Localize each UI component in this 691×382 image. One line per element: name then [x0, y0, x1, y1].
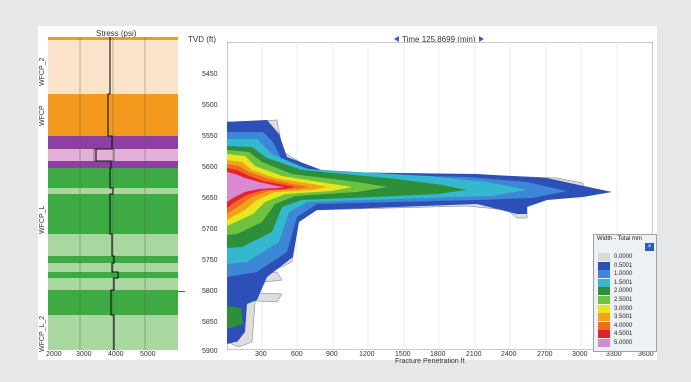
legend-item: 0.5001	[594, 261, 656, 270]
tvd-tick: 5450	[202, 71, 218, 78]
legend-swatch	[598, 321, 610, 330]
legend-swatch	[598, 313, 610, 322]
penetration-tick: 900	[326, 351, 338, 358]
penetration-tick: 300	[255, 351, 267, 358]
stress-track	[48, 37, 178, 350]
legend-value: 2.5001	[614, 297, 633, 303]
width-legend: Width - Total mm × 0.0000 0.5001 1.0000 1.5…	[593, 234, 657, 352]
legend-swatch	[598, 339, 610, 347]
legend-title: Width - Total mm	[597, 236, 642, 242]
depth-marker	[178, 291, 185, 292]
legend-item: 4.0000	[594, 321, 656, 330]
penetration-tick: 2400	[501, 351, 517, 358]
penetration-axis-label: Fracture Penetration ft	[395, 358, 465, 365]
simulator-frame: Stress (psi) WFCP_2 WFCP WFCP_L WFCP_L	[38, 26, 657, 365]
zone-label-wfcp-l-2: WFCP_L_2	[39, 315, 46, 352]
triangle-left-icon[interactable]	[394, 36, 399, 42]
legend-swatch	[598, 304, 610, 313]
time-bar: Time 125.8699 (min)	[394, 34, 484, 44]
penetration-tick: 600	[291, 351, 303, 358]
legend-item: 3.0000	[594, 304, 656, 313]
legend-swatch	[598, 253, 610, 261]
legend-item: 2.5001	[594, 296, 656, 304]
legend-swatch	[598, 287, 610, 296]
close-icon[interactable]: ×	[645, 243, 654, 251]
legend-item: 1.0000	[594, 270, 656, 279]
legend-value: 0.0000	[614, 254, 633, 260]
zone-label-wfcp: WFCP	[39, 105, 46, 126]
legend-item: 0.0000	[594, 253, 656, 261]
legend-swatch	[598, 296, 610, 304]
tvd-tick: 5550	[202, 133, 218, 140]
penetration-tick: 1200	[359, 351, 375, 358]
penetration-tick: 2100	[466, 351, 482, 358]
zone-label-wfcp-l: WFCP_L	[39, 205, 46, 234]
tvd-tick: 5900	[202, 348, 218, 355]
zone-label-wfcp-2: WFCP_2	[39, 57, 46, 86]
legend-swatch	[598, 330, 610, 339]
legend-item: 3.5001	[594, 313, 656, 322]
triangle-right-icon[interactable]	[478, 36, 484, 42]
legend-item: 5.0000	[594, 339, 656, 347]
legend-value: 3.0000	[614, 305, 633, 312]
penetration-tick: 1500	[395, 351, 411, 358]
penetration-tick: 3300	[606, 351, 622, 358]
penetration-tick: 1800	[430, 351, 446, 358]
legend-swatch	[598, 261, 610, 270]
stress-tick: 5000	[140, 351, 156, 358]
time-label: Time 125.8699 (min)	[402, 34, 476, 44]
legend-value: 5.0000	[614, 340, 633, 346]
stress-tick: 4000	[108, 351, 124, 358]
legend-value: 1.5001	[614, 279, 633, 286]
legend-swatch	[598, 270, 610, 279]
legend-value: 4.5001	[614, 331, 633, 338]
tvd-tick: 5850	[202, 319, 218, 326]
legend-item: 2.0000	[594, 287, 656, 296]
stress-tick: 2000	[46, 351, 62, 358]
legend-item: 4.5001	[594, 330, 656, 339]
legend-item: 1.5001	[594, 278, 656, 287]
tvd-tick: 5750	[202, 257, 218, 264]
legend-value: 0.5001	[614, 262, 633, 269]
legend-value: 3.5001	[614, 314, 633, 321]
stress-tick: 3000	[76, 351, 92, 358]
tvd-tick: 5650	[202, 195, 218, 202]
penetration-tick: 3600	[638, 351, 654, 358]
legend-value: 1.0000	[614, 271, 633, 278]
legend-swatch	[598, 278, 610, 287]
stress-track-title: Stress (psi)	[96, 29, 137, 38]
legend-value: 4.0000	[614, 322, 633, 329]
tvd-tick: 5500	[202, 102, 218, 109]
tvd-tick: 5800	[202, 288, 218, 295]
fracture-plot	[227, 42, 653, 350]
penetration-tick: 2700	[537, 351, 553, 358]
tvd-tick: 5600	[202, 164, 218, 171]
tvd-axis-title: TVD (ft)	[188, 35, 216, 44]
legend-value: 2.0000	[614, 288, 633, 295]
tvd-tick: 5700	[202, 226, 218, 233]
penetration-tick: 3000	[572, 351, 588, 358]
